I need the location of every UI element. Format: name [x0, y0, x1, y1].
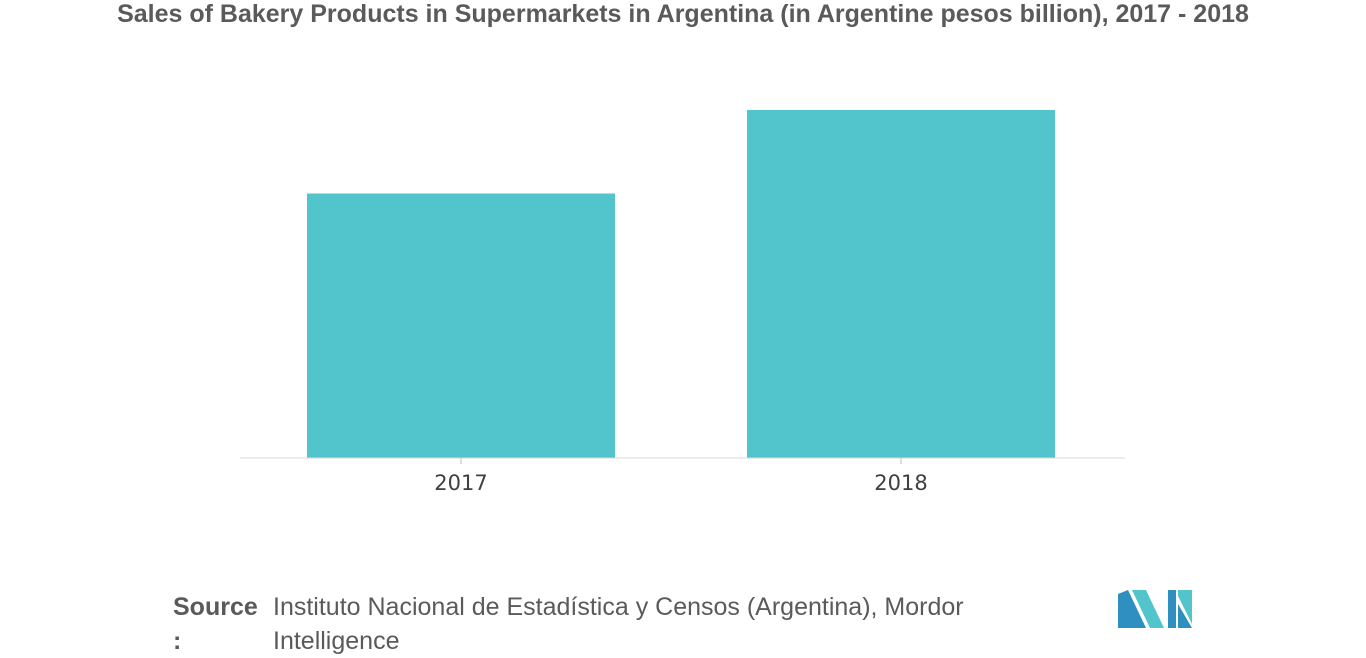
bars-layer [307, 110, 1055, 458]
x-tick-label-2018: 2018 [874, 471, 927, 495]
bar-chart: 2017 2018 [240, 110, 1125, 495]
bar-2018 [747, 110, 1055, 458]
chart-title: Sales of Bakery Products in Supermarkets… [117, 0, 1249, 28]
x-ticks-layer [460, 458, 902, 464]
mordor-intelligence-logo-icon [1118, 590, 1192, 628]
source-label: Source : [173, 593, 258, 655]
x-tick-label-2017: 2017 [434, 471, 487, 495]
source-text: Instituto Nacional de Estadística y Cens… [273, 593, 964, 655]
bar-2017 [307, 193, 615, 458]
x-tick-labels-layer: 2017 2018 [434, 471, 927, 495]
